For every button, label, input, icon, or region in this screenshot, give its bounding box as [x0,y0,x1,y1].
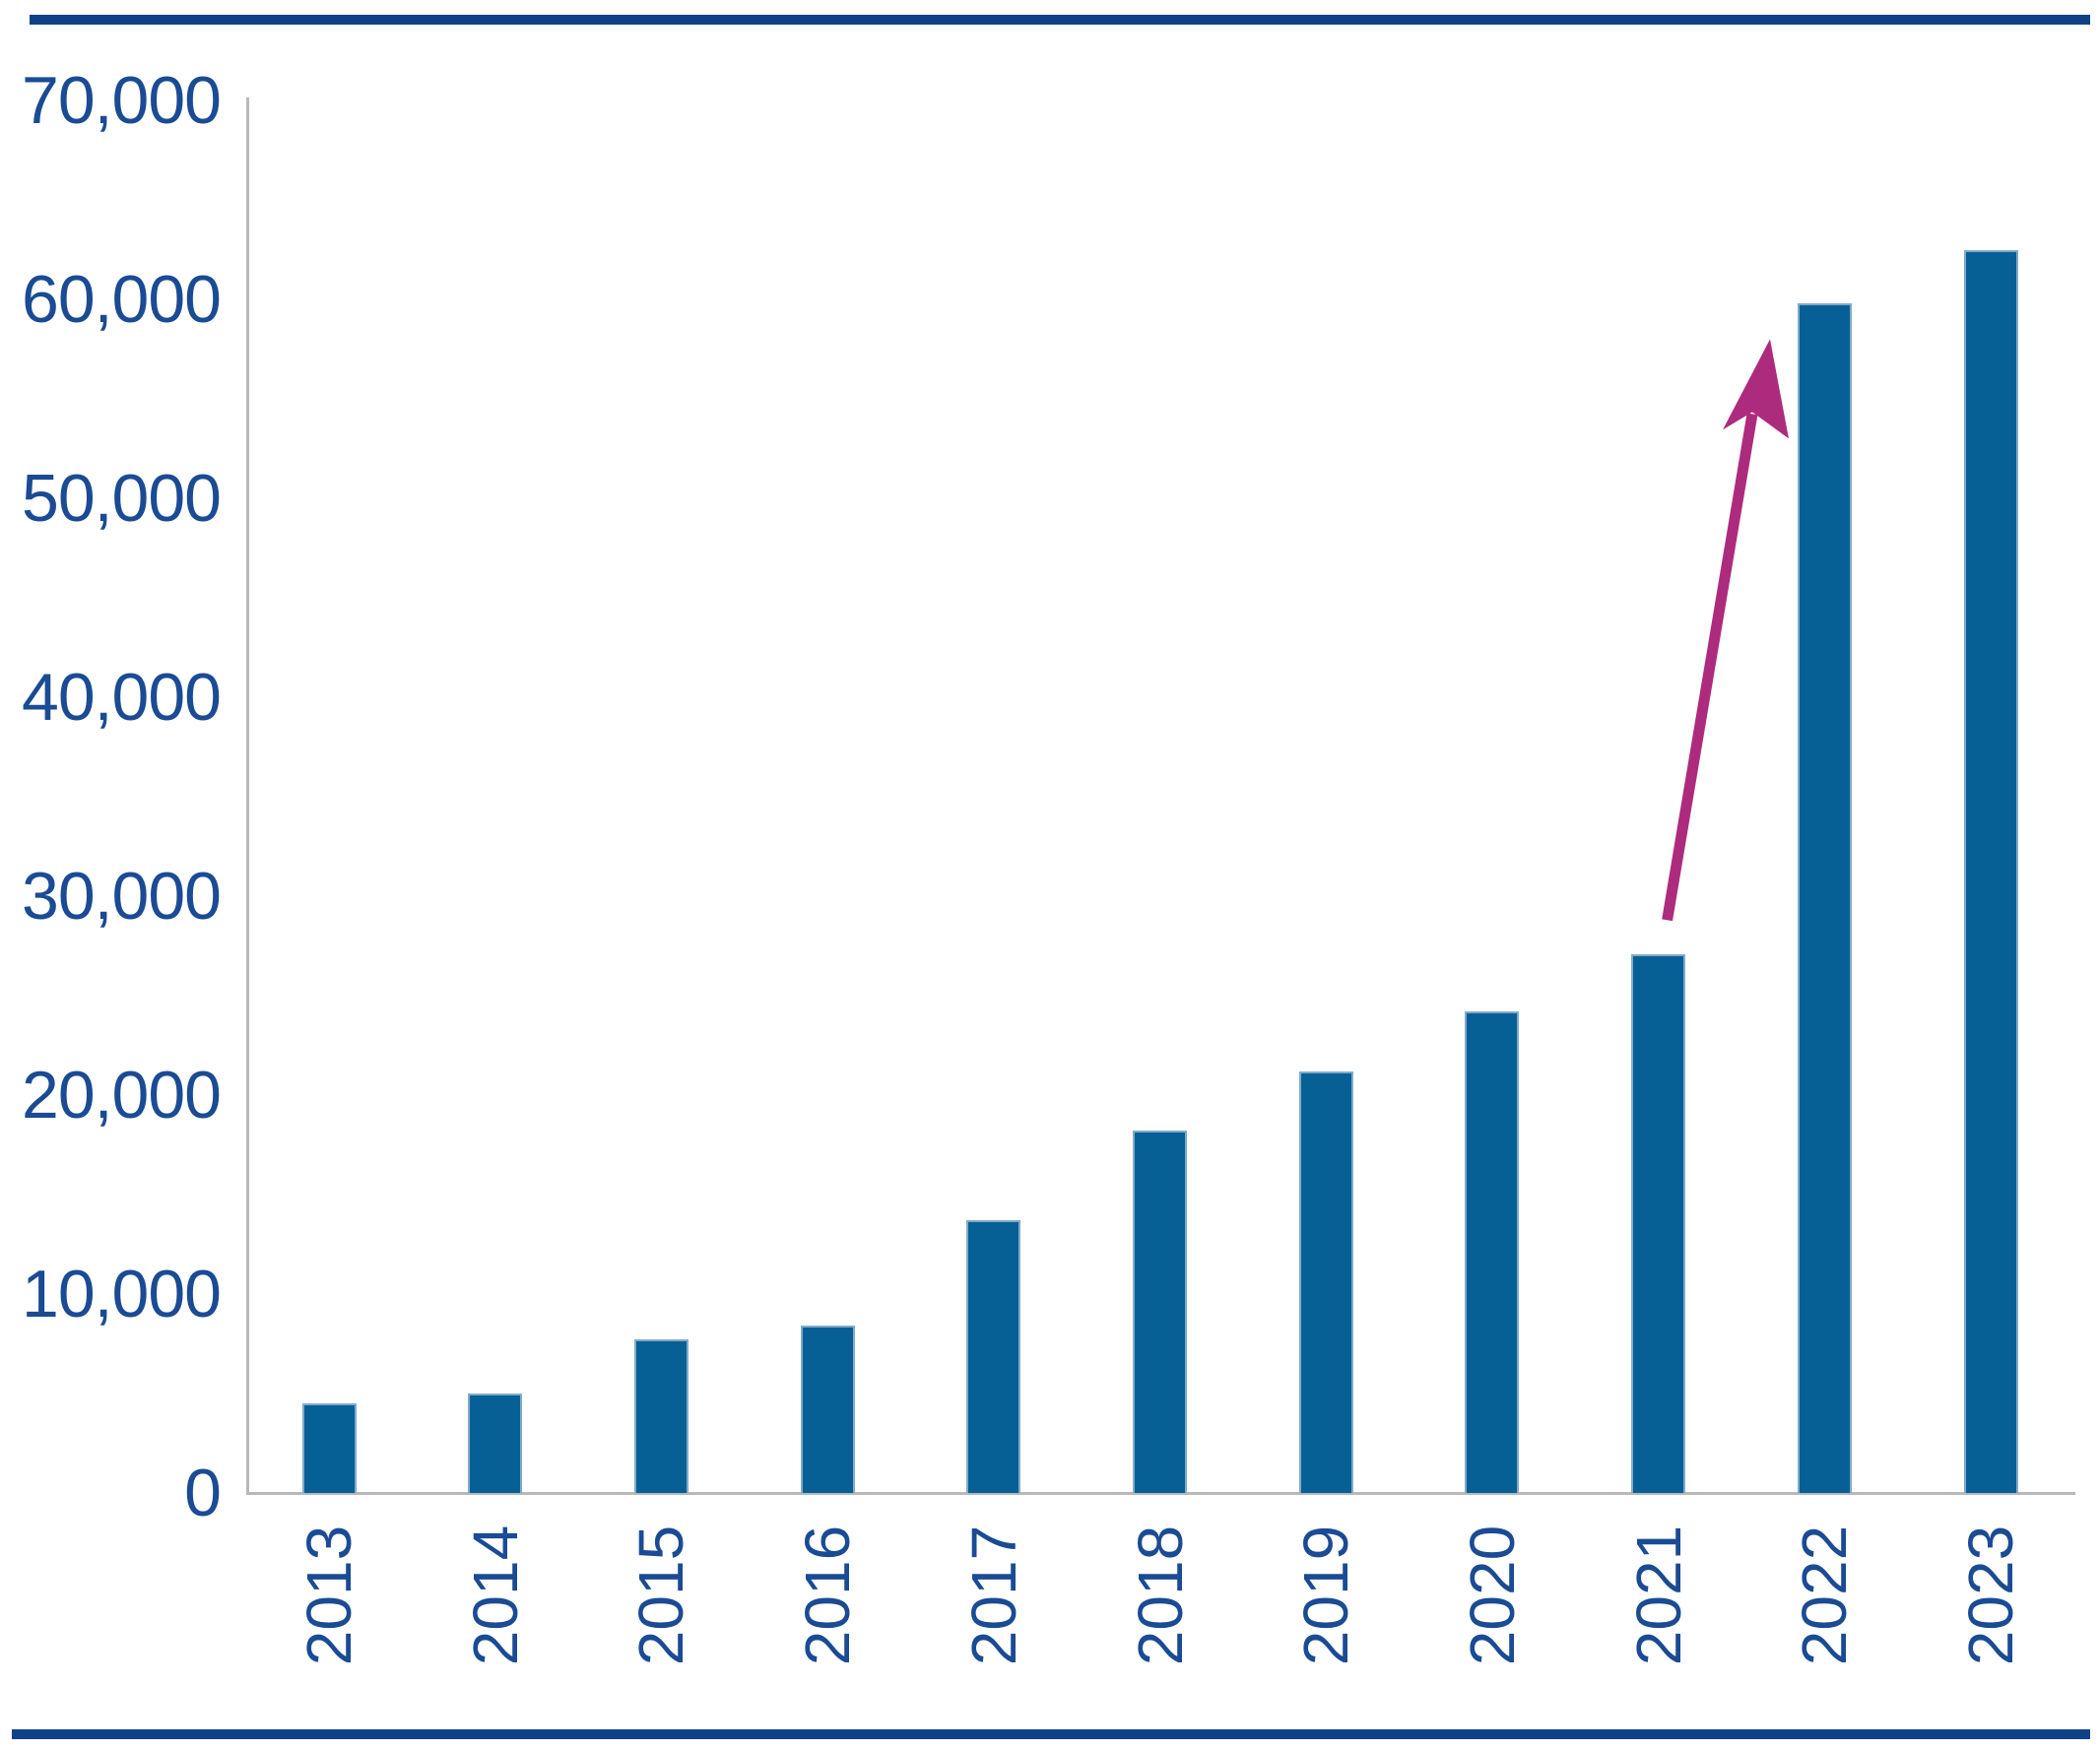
x-tick-label-2013: 2013 [294,1524,364,1666]
bottom-border-rule [12,1729,2090,1739]
x-tick-label-2014: 2014 [459,1524,531,1666]
growth-arrow-shaft [1662,413,1758,922]
x-tick-label-2021: 2021 [1622,1524,1694,1666]
bar-2017 [966,1220,1021,1493]
x-tick-label-2023: 2023 [1955,1524,2026,1666]
bar-2020 [1465,1011,1520,1493]
y-tick-label: 60,000 [22,262,222,337]
y-tick-label: 10,000 [22,1257,222,1331]
bar-2021 [1631,953,1686,1493]
x-tick-label-2015: 2015 [625,1524,697,1666]
y-tick-label: 30,000 [22,859,222,934]
y-tick-label: 0 [184,1456,222,1530]
y-tick-label: 20,000 [22,1058,222,1133]
x-tick-label-2019: 2019 [1290,1524,1362,1666]
bar-2013 [301,1403,357,1493]
bar-2016 [800,1326,855,1493]
x-tick-label-2017: 2017 [957,1524,1029,1666]
x-tick-label-2020: 2020 [1456,1524,1528,1666]
y-tick-label: 40,000 [22,660,222,735]
y-tick-label: 50,000 [22,461,222,536]
y-axis-line [246,97,249,1495]
bar-2019 [1298,1070,1353,1493]
bar-2023 [1963,249,2018,1493]
x-axis-baseline [246,1492,2075,1495]
top-border-rule [30,15,2090,25]
bar-2018 [1133,1131,1187,1493]
bar-2015 [633,1339,689,1493]
y-tick-label: 70,000 [22,63,222,138]
bar-2014 [468,1394,523,1493]
x-tick-label-2018: 2018 [1124,1524,1196,1666]
bar-2022 [1797,303,1852,1493]
x-tick-label-2016: 2016 [792,1524,864,1666]
x-tick-label-2022: 2022 [1789,1524,1861,1666]
growth-arrow-head-icon [1723,339,1789,439]
